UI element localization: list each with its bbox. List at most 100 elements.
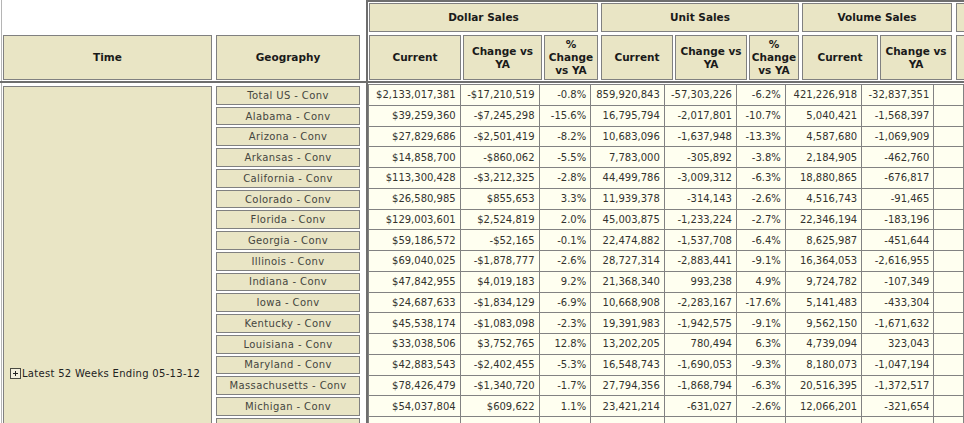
table-row: $59,186,572-$52,165-0.1%22,474,882-1,537… <box>369 230 964 251</box>
data-cell: 859,920,843 <box>591 85 665 106</box>
data-cell: 2.0% <box>539 209 591 230</box>
time-row-label-row[interactable]: Latest 52 Weeks Ending 05-13-12 <box>10 368 200 379</box>
geography-row-header <box>216 418 360 423</box>
column-header-volume-current: Current <box>802 35 878 80</box>
data-cell: -32,837,351 <box>862 85 934 106</box>
data-cell: $14,858,700 <box>369 147 461 168</box>
data-cell <box>785 417 861 423</box>
data-cell: $2,524,819 <box>460 209 539 230</box>
data-cell: 45,003,875 <box>591 209 665 230</box>
table-row: $113,300,428-$3,212,325-2.8%44,499,786-3… <box>369 168 964 189</box>
data-cell: -676,817 <box>862 168 934 189</box>
data-cell: -2.7% <box>736 209 785 230</box>
data-cell: 6.3% <box>736 334 785 355</box>
data-cell <box>934 230 964 251</box>
data-cell: -91,465 <box>862 188 934 209</box>
data-cell: -$1,878,777 <box>460 251 539 272</box>
data-cell: -2,883,441 <box>664 251 736 272</box>
data-cell <box>934 168 964 189</box>
data-cell: -9.1% <box>736 313 785 334</box>
data-cell: -5.3% <box>539 354 591 375</box>
geography-row-header: Massachusetts - Conv <box>216 376 360 395</box>
data-cell: 22,346,194 <box>785 209 861 230</box>
data-cell: $33,038,506 <box>369 334 461 355</box>
geography-row-header: Colorado - Conv <box>216 190 360 209</box>
data-cell: 4.9% <box>736 271 785 292</box>
data-cell <box>664 417 736 423</box>
data-cell: $42,883,543 <box>369 354 461 375</box>
data-cell: -$3,212,325 <box>460 168 539 189</box>
data-cell: $27,829,686 <box>369 126 461 147</box>
data-cell <box>934 126 964 147</box>
data-cell: 22,474,882 <box>591 230 665 251</box>
data-cell <box>934 396 964 417</box>
plus-expand-icon[interactable] <box>10 368 21 379</box>
data-cell: 20,516,395 <box>785 375 861 396</box>
data-cell: 9.2% <box>539 271 591 292</box>
data-cell: -15.6% <box>539 105 591 126</box>
column-header-dollar-pct-change: % Change vs YA <box>544 35 598 80</box>
data-cell: -$2,402,455 <box>460 354 539 375</box>
geography-row-header: Florida - Conv <box>216 210 360 229</box>
data-cell: -$1,083,098 <box>460 313 539 334</box>
data-cell: -1,233,224 <box>664 209 736 230</box>
data-cell <box>934 85 964 106</box>
data-cell: 8,180,073 <box>785 354 861 375</box>
data-cell <box>934 417 964 423</box>
data-cell: -6.3% <box>736 375 785 396</box>
data-cell: $2,133,017,381 <box>369 85 461 106</box>
column-header-unit-change: Change vs YA <box>675 35 747 80</box>
table-row: $42,883,543-$2,402,455-5.3%16,548,743-1,… <box>369 354 964 375</box>
data-cell: 421,226,918 <box>785 85 861 106</box>
data-cell: 12.8% <box>539 334 591 355</box>
table-row: $33,038,506$3,752,76512.8%13,202,205780,… <box>369 334 964 355</box>
data-cell: -462,760 <box>862 147 934 168</box>
geography-row-header: Georgia - Conv <box>216 231 360 250</box>
data-cell: -9.3% <box>736 354 785 375</box>
data-cell: 18,880,865 <box>785 168 861 189</box>
data-cell: -$1,340,720 <box>460 375 539 396</box>
time-row-label: Latest 52 Weeks Ending 05-13-12 <box>22 368 200 379</box>
data-cell: 10,668,908 <box>591 292 665 313</box>
table-row: $24,687,633-$1,834,129-6.9%10,668,908-2,… <box>369 292 964 313</box>
column-header-unit-pct-change: % Change vs YA <box>749 35 799 80</box>
data-cell: -1,671,632 <box>862 313 934 334</box>
column-header-unit-current: Current <box>601 35 673 80</box>
data-cell: -$52,165 <box>460 230 539 251</box>
data-cell <box>591 417 665 423</box>
table-row: $14,858,700-$860,062-5.5%7,783,000-305,8… <box>369 147 964 168</box>
data-cell: $609,622 <box>460 396 539 417</box>
data-cell: -1,069,909 <box>862 126 934 147</box>
geography-row-header: Indiana - Conv <box>216 273 360 292</box>
data-cell: -2,017,801 <box>664 105 736 126</box>
data-cell: -8.2% <box>539 126 591 147</box>
data-cell: -$860,062 <box>460 147 539 168</box>
data-cell <box>736 417 785 423</box>
data-cell: -2.3% <box>539 313 591 334</box>
data-cell: -$1,834,129 <box>460 292 539 313</box>
data-cell: $24,687,633 <box>369 292 461 313</box>
data-cell: 1.1% <box>539 396 591 417</box>
table-row: $26,580,985$855,6533.3%11,939,378-314,14… <box>369 188 964 209</box>
data-cell: -1,637,948 <box>664 126 736 147</box>
geography-row-header: California - Conv <box>216 169 360 188</box>
data-cell: 9,562,150 <box>785 313 861 334</box>
geography-row-header: Total US - Conv <box>216 86 360 105</box>
data-cell: -305,892 <box>664 147 736 168</box>
time-row-header-cell: Latest 52 Weeks Ending 05-13-12 <box>3 86 212 423</box>
data-cell: $39,259,360 <box>369 105 461 126</box>
data-cell: 9,724,782 <box>785 271 861 292</box>
data-cell: $113,300,428 <box>369 168 461 189</box>
data-cell: -10.7% <box>736 105 785 126</box>
data-cell: 323,043 <box>862 334 934 355</box>
data-cell: -1.7% <box>539 375 591 396</box>
data-cell: 780,494 <box>664 334 736 355</box>
data-cell: $26,580,985 <box>369 188 461 209</box>
data-section-top-border <box>366 0 964 2</box>
axis-header-geography: Geography <box>216 35 360 80</box>
table-row: $39,259,360-$7,245,298-15.6%16,795,794-2… <box>369 105 964 126</box>
data-cell: -2.6% <box>736 188 785 209</box>
geography-row-header: Louisiana - Conv <box>216 335 360 354</box>
data-cell: -2.6% <box>539 251 591 272</box>
data-cell: -631,027 <box>664 396 736 417</box>
